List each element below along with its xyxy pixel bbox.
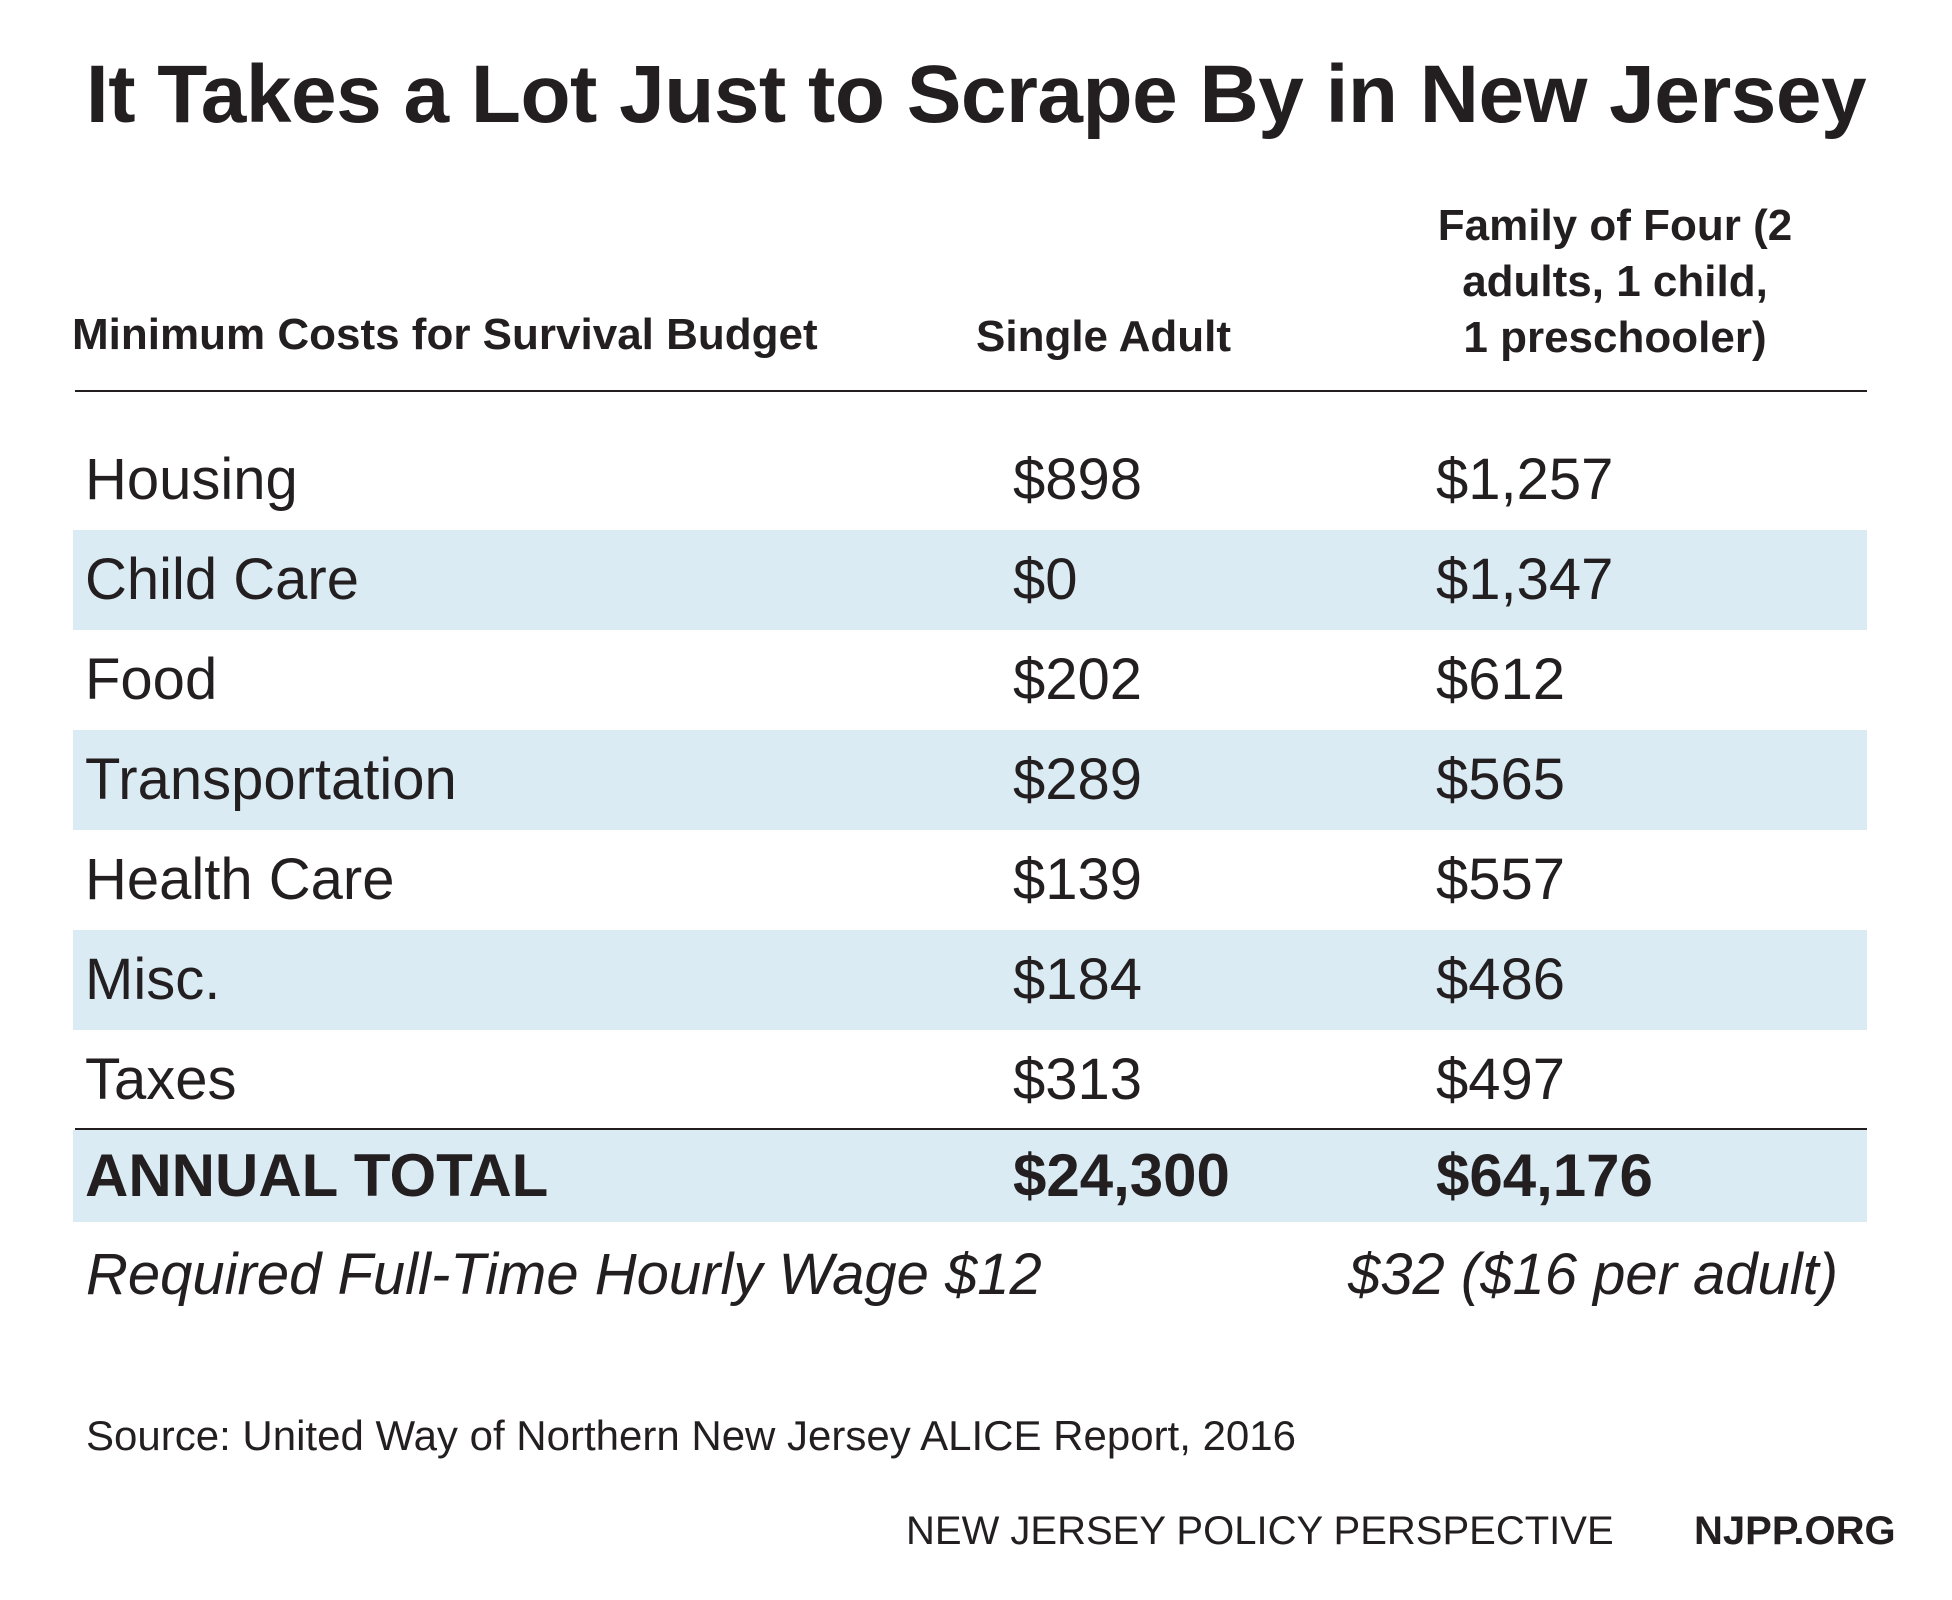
table-row-health-care: Health Care $139 $557 [73, 830, 1867, 930]
page-title: It Takes a Lot Just to Scrape By in New … [85, 49, 1867, 140]
table-row-transportation: Transportation $289 $565 [73, 730, 1867, 830]
footer-org: NEW JERSEY POLICY PERSPECTIVE [906, 1509, 1614, 1553]
footer-site: NJPP.ORG [1694, 1509, 1896, 1553]
row-label: Health Care [85, 847, 395, 912]
header-divider [75, 390, 1867, 392]
family-value: $1,257 [1436, 447, 1614, 512]
single-adult-value: $0 [1013, 547, 1078, 612]
row-label: Child Care [85, 547, 359, 612]
table-row-taxes: Taxes $313 $497 [73, 1030, 1867, 1130]
family-value: $497 [1436, 1047, 1566, 1112]
source-note: Source: United Way of Northern New Jerse… [86, 1412, 1297, 1459]
row-label: Transportation [85, 747, 457, 812]
family-value: $612 [1436, 647, 1566, 712]
annual-total-row: ANNUAL TOTAL $24,300 $64,176 [73, 1130, 1867, 1222]
family-value: $565 [1436, 747, 1566, 812]
single-adult-value: $139 [1013, 847, 1143, 912]
header-family-of-four: Family of Four (2 adults, 1 child, 1 pre… [1437, 201, 1793, 362]
wage-label: Required Full-Time Hourly Wage $12 [86, 1242, 1042, 1307]
cost-table-body: Housing $898 $1,257 Child Care $0 $1,347… [73, 430, 1867, 1130]
header-category: Minimum Costs for Survival Budget [72, 310, 818, 359]
table-row-misc: Misc. $184 $486 [73, 930, 1867, 1030]
family-value: $557 [1436, 847, 1566, 912]
single-adult-value: $289 [1013, 747, 1143, 812]
table-row-child-care: Child Care $0 $1,347 [73, 530, 1867, 630]
row-label: Taxes [85, 1047, 237, 1112]
row-label: Misc. [85, 947, 221, 1012]
single-adult-value: $313 [1013, 1047, 1143, 1112]
table-row-food: Food $202 $612 [73, 630, 1867, 730]
row-label: Food [85, 647, 218, 712]
row-label: Housing [85, 447, 298, 512]
wage-family: $32 ($16 per adult) [1348, 1242, 1839, 1307]
table-row-housing: Housing $898 $1,257 [73, 430, 1867, 530]
header-single-adult: Single Adult [976, 312, 1232, 361]
single-adult-value: $898 [1013, 447, 1143, 512]
family-value: $486 [1436, 947, 1566, 1012]
total-family: $64,176 [1436, 1142, 1653, 1209]
single-adult-value: $184 [1013, 947, 1143, 1012]
total-label: ANNUAL TOTAL [85, 1142, 549, 1209]
total-divider [75, 1128, 1867, 1130]
total-single-adult: $24,300 [1013, 1142, 1230, 1209]
single-adult-value: $202 [1013, 647, 1143, 712]
family-value: $1,347 [1436, 547, 1614, 612]
